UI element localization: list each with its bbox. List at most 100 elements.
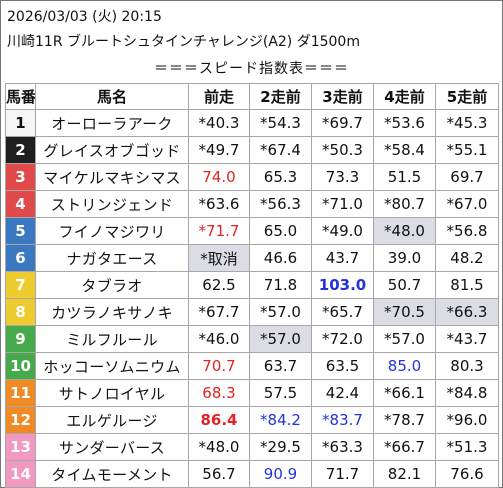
- speed-index-2: 65.0: [249, 217, 312, 245]
- table-row: 13 サンダーバース *48.0 *29.5 *63.3 *66.7 *51.3: [5, 433, 499, 461]
- horse-number: 13: [5, 433, 36, 461]
- speed-index-2: *54.3: [249, 109, 312, 137]
- speed-index-3: *71.0: [311, 190, 374, 218]
- table-row: 8 カツラノキサノキ *67.7 *57.0 *65.7 *70.5 *66.3: [5, 298, 499, 326]
- speed-index-5: *45.3: [435, 109, 499, 137]
- horse-number: 6: [5, 244, 36, 272]
- speed-index-4: *70.5: [373, 298, 436, 326]
- speed-index-5: *67.0: [435, 190, 499, 218]
- speed-index-4: 82.1: [373, 460, 436, 488]
- speed-index-4: *80.7: [373, 190, 436, 218]
- horse-number: 3: [5, 163, 36, 191]
- speed-index-3: 43.7: [311, 244, 374, 272]
- speed-index-2: *84.2: [249, 406, 312, 434]
- speed-index-4: *58.4: [373, 136, 436, 164]
- speed-index-5: *96.0: [435, 406, 499, 434]
- speed-index-5: *51.3: [435, 433, 499, 461]
- col-header-horse-name: 馬名: [35, 83, 189, 110]
- horse-name: タブラオ: [35, 271, 189, 299]
- speed-index-2: *67.4: [249, 136, 312, 164]
- table-row: 10 ホッコーソムニウム 70.7 63.7 63.5 85.0 80.3: [5, 352, 499, 380]
- horse-number: 4: [5, 190, 36, 218]
- speed-index-last: 70.7: [188, 352, 250, 380]
- table-row: 4 ストリンジェンド *63.6 *56.3 *71.0 *80.7 *67.0: [5, 190, 499, 218]
- col-header-2-races-ago: 2走前: [249, 83, 312, 110]
- table-row: 6 ナガタエース *取消 46.6 43.7 39.0 48.2: [5, 244, 499, 272]
- table-row: 12 エルゲルージ 86.4 *84.2 *83.7 *78.7 *96.0: [5, 406, 499, 434]
- horse-name: サトノロイヤル: [35, 379, 189, 407]
- speed-index-4: *48.0: [373, 217, 436, 245]
- speed-index-4: *57.0: [373, 325, 436, 353]
- speed-index-4: 51.5: [373, 163, 436, 191]
- speed-index-4: *66.1: [373, 379, 436, 407]
- speed-index-3: 42.4: [311, 379, 374, 407]
- col-header-5-races-ago: 5走前: [435, 83, 499, 110]
- speed-index-3: 71.7: [311, 460, 374, 488]
- speed-index-2: 63.7: [249, 352, 312, 380]
- speed-index-3: *49.0: [311, 217, 374, 245]
- table-row: 11 サトノロイヤル 68.3 57.5 42.4 *66.1 *84.8: [5, 379, 499, 407]
- speed-index-4: 39.0: [373, 244, 436, 272]
- speed-index-3: *63.3: [311, 433, 374, 461]
- col-header-4-races-ago: 4走前: [373, 83, 436, 110]
- speed-index-3: *72.0: [311, 325, 374, 353]
- speed-index-5: 48.2: [435, 244, 499, 272]
- table-row: 14 タイムモーメント 56.7 90.9 71.7 82.1 76.6: [5, 460, 499, 488]
- horse-number: 7: [5, 271, 36, 299]
- horse-number: 9: [5, 325, 36, 353]
- horse-number: 11: [5, 379, 36, 407]
- horse-name: マイケルマキシマス: [35, 163, 189, 191]
- speed-index-3: 63.5: [311, 352, 374, 380]
- table-row: 1 オーローラアーク *40.3 *54.3 *69.7 *53.6 *45.3: [5, 109, 499, 137]
- horse-name: サンダーバース: [35, 433, 189, 461]
- speed-index-5: *56.8: [435, 217, 499, 245]
- speed-index-table: 馬番 馬名 前走 2走前 3走前 4走前 5走前 1 オーローラアーク *40.…: [5, 83, 499, 488]
- speed-index-last: *49.7: [188, 136, 250, 164]
- speed-index-3: *50.3: [311, 136, 374, 164]
- speed-index-2: 46.6: [249, 244, 312, 272]
- speed-index-4: *78.7: [373, 406, 436, 434]
- speed-index-2: 71.8: [249, 271, 312, 299]
- speed-index-last: *71.7: [188, 217, 250, 245]
- horse-name: フイノマジワリ: [35, 217, 189, 245]
- speed-index-5: *55.1: [435, 136, 499, 164]
- speed-index-last: *63.6: [188, 190, 250, 218]
- speed-index-last: *取消: [188, 244, 250, 272]
- speed-index-5: 81.5: [435, 271, 499, 299]
- speed-index-3: 73.3: [311, 163, 374, 191]
- horse-number: 2: [5, 136, 36, 164]
- horse-name: ナガタエース: [35, 244, 189, 272]
- table-header-row: 馬番 馬名 前走 2走前 3走前 4走前 5走前: [5, 83, 499, 110]
- speed-index-2: *29.5: [249, 433, 312, 461]
- horse-name: グレイスオブゴッド: [35, 136, 189, 164]
- speed-index-last: *48.0: [188, 433, 250, 461]
- speed-index-last: 56.7: [188, 460, 250, 488]
- horse-number: 10: [5, 352, 36, 380]
- table-row: 5 フイノマジワリ *71.7 65.0 *49.0 *48.0 *56.8: [5, 217, 499, 245]
- horse-number: 8: [5, 298, 36, 326]
- speed-index-5: 80.3: [435, 352, 499, 380]
- race-datetime: 2026/03/03 (火) 20:15: [7, 9, 162, 25]
- speed-index-4: 50.7: [373, 271, 436, 299]
- horse-name: ホッコーソムニウム: [35, 352, 189, 380]
- horse-number: 12: [5, 406, 36, 434]
- col-header-number: 馬番: [5, 83, 36, 110]
- speed-index-3: *83.7: [311, 406, 374, 434]
- horse-name: エルゲルージ: [35, 406, 189, 434]
- table-row: 3 マイケルマキシマス 74.0 65.3 73.3 51.5 69.7: [5, 163, 499, 191]
- speed-index-5: *66.3: [435, 298, 499, 326]
- speed-index-3: *69.7: [311, 109, 374, 137]
- speed-index-last: *46.0: [188, 325, 250, 353]
- horse-name: オーローラアーク: [35, 109, 189, 137]
- speed-index-2: *57.0: [249, 325, 312, 353]
- section-title: ＝＝＝スピード指数表＝＝＝: [154, 61, 349, 77]
- speed-index-last: 68.3: [188, 379, 250, 407]
- speed-index-4: *53.6: [373, 109, 436, 137]
- col-header-3-races-ago: 3走前: [311, 83, 374, 110]
- horse-number: 5: [5, 217, 36, 245]
- race-title: 川崎11R ブルートシュタインチャレンジ(A2) ダ1500m: [7, 34, 360, 50]
- horse-name: カツラノキサノキ: [35, 298, 189, 326]
- speed-index-last: *67.7: [188, 298, 250, 326]
- horse-name: タイムモーメント: [35, 460, 189, 488]
